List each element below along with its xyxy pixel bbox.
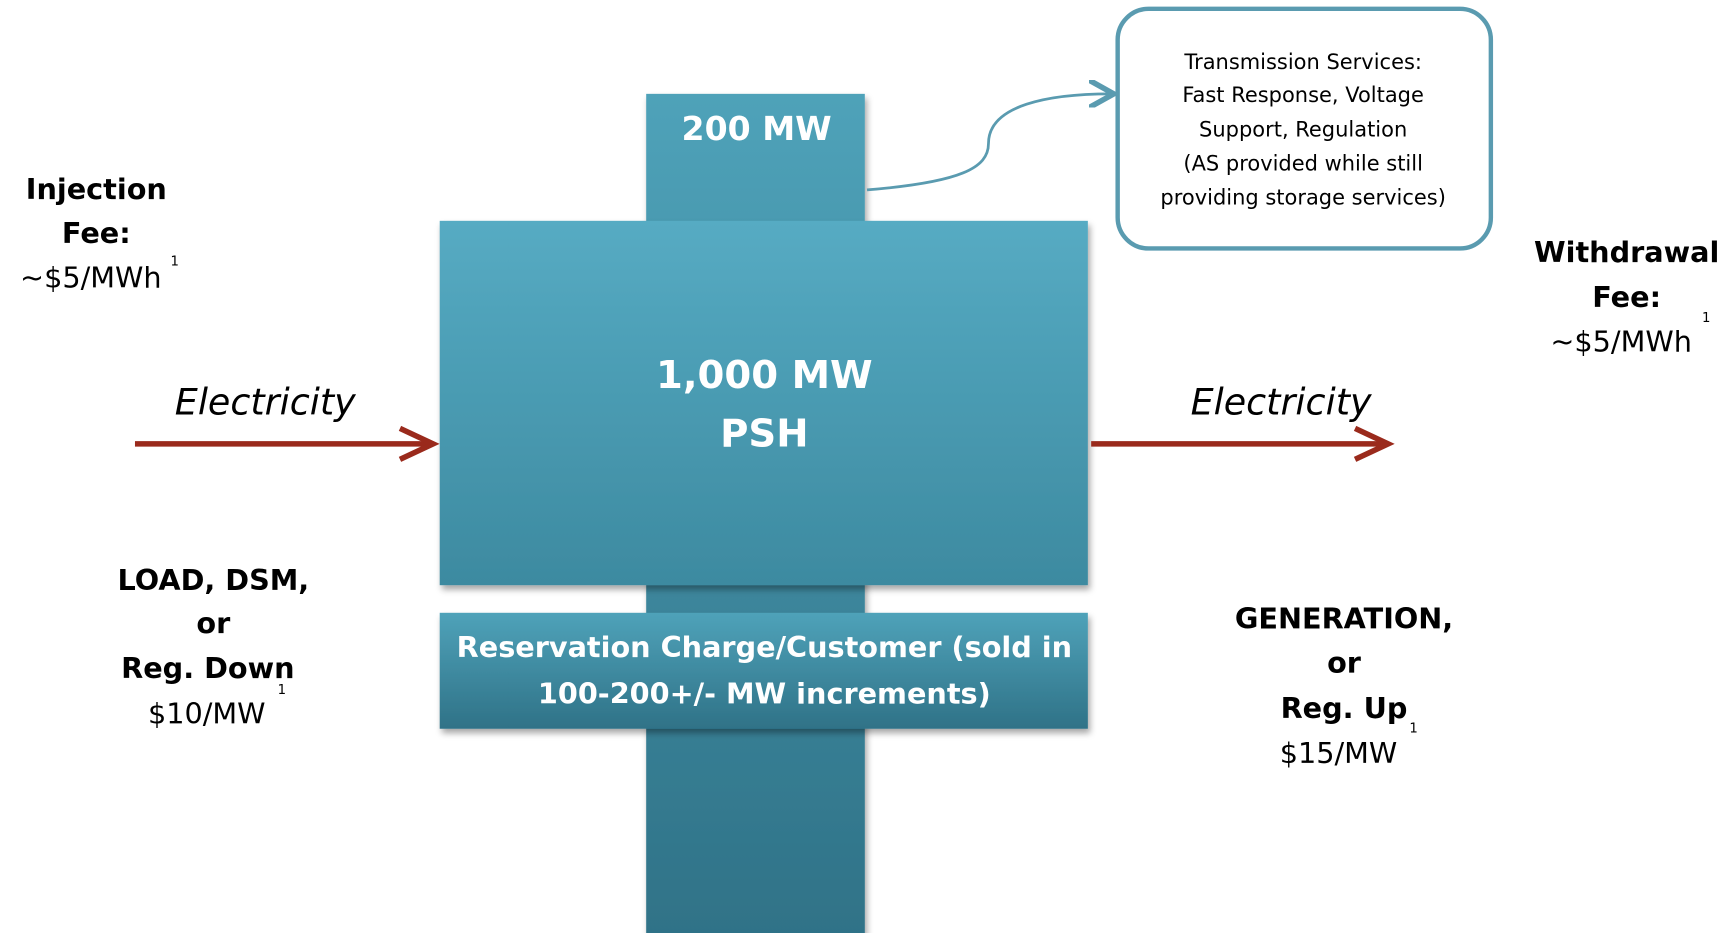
callout-text: Transmission Services: [1183, 50, 1422, 74]
footnote: 1 [1702, 311, 1710, 326]
reservation-box [439, 612, 1088, 729]
callout-box [1115, 6, 1494, 251]
source: Reg. Up [1281, 691, 1408, 725]
fee: ~$5/MWh [20, 260, 162, 294]
flow-label: Electricity [175, 381, 356, 424]
price: $15/MW [1280, 736, 1398, 770]
box-label: 1,000 MW [656, 353, 873, 398]
fee-title: Withdrawal [1534, 235, 1719, 269]
box-label: 200 MW [682, 109, 832, 148]
callout-text: Support, Regulation [1199, 117, 1407, 141]
source: LOAD, DSM, [118, 563, 310, 597]
box-label: 100-200+/- MW increments) [538, 677, 991, 711]
callout-text: providing storage services) [1160, 186, 1445, 210]
footnote: 1 [171, 255, 179, 270]
callout-text: Fast Response, Voltage [1182, 83, 1424, 107]
fee-title: Fee: [1592, 280, 1661, 314]
footnote: 1 [1409, 722, 1417, 737]
box-label: PSH [720, 412, 808, 457]
arrows [134, 425, 1395, 462]
source: or [1327, 646, 1362, 680]
price: $10/MW [148, 696, 266, 730]
fee-title: Injection [26, 172, 167, 206]
footnote: 1 [278, 683, 286, 698]
flow-label: Electricity [1191, 381, 1372, 424]
source: Reg. Down [121, 651, 294, 685]
callout-text: (AS provided while still [1183, 152, 1423, 176]
source: or [196, 606, 231, 640]
psh-box [439, 220, 1088, 586]
box-label: Reservation Charge/Customer (sold in [457, 630, 1072, 664]
connector [866, 94, 1111, 192]
source: GENERATION, [1235, 602, 1453, 636]
fee: ~$5/MWh [1550, 324, 1692, 358]
fee-title: Fee: [62, 216, 131, 250]
